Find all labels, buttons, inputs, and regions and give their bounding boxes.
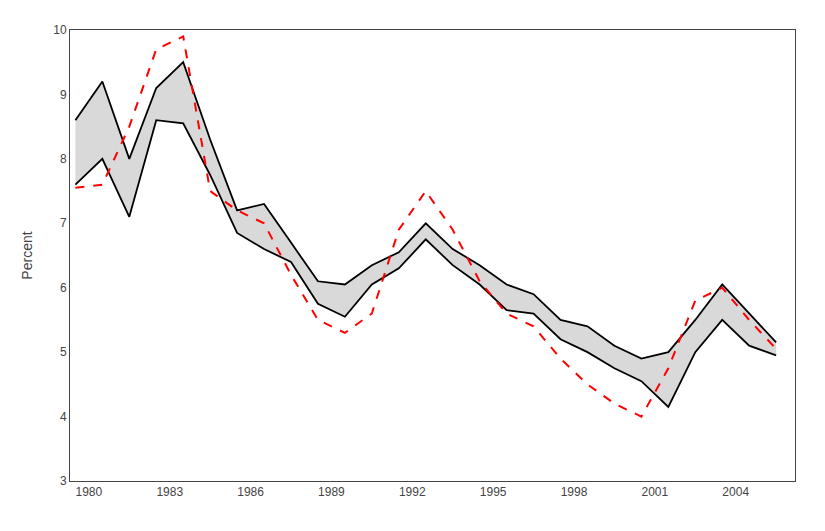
svg-text:6: 6 — [60, 281, 67, 295]
svg-text:9: 9 — [60, 88, 67, 102]
svg-text:1983: 1983 — [156, 485, 183, 499]
svg-text:3: 3 — [60, 474, 67, 488]
svg-text:8: 8 — [60, 152, 67, 166]
svg-text:1989: 1989 — [318, 485, 345, 499]
svg-text:1998: 1998 — [561, 485, 588, 499]
svg-text:1980: 1980 — [76, 485, 103, 499]
svg-text:10: 10 — [53, 23, 67, 37]
svg-text:1986: 1986 — [237, 485, 264, 499]
svg-text:2004: 2004 — [722, 485, 749, 499]
svg-text:2001: 2001 — [641, 485, 668, 499]
svg-text:7: 7 — [60, 216, 67, 230]
svg-text:Percent: Percent — [19, 231, 35, 279]
svg-text:1995: 1995 — [480, 485, 507, 499]
svg-text:1992: 1992 — [399, 485, 426, 499]
svg-text:5: 5 — [60, 345, 67, 359]
svg-text:4: 4 — [60, 410, 67, 424]
